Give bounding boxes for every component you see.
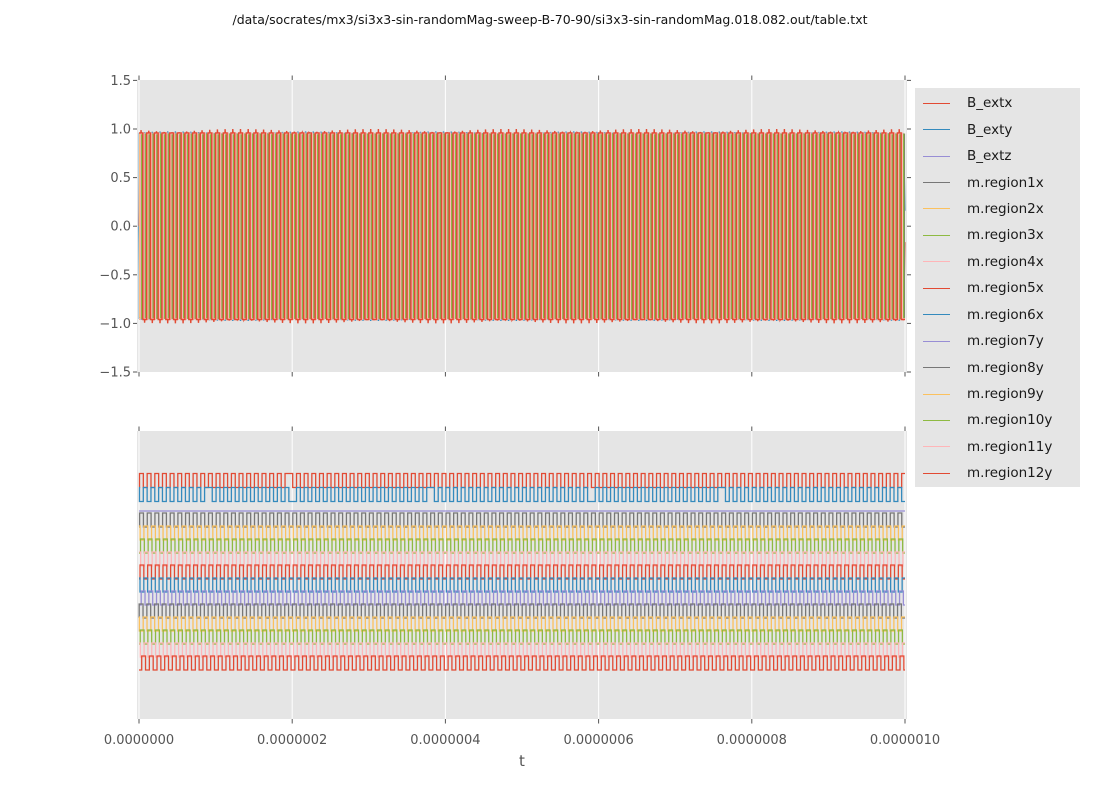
y-tick-label: 1.5 <box>110 74 131 89</box>
y-tick-label: −0.5 <box>99 268 131 283</box>
legend-entry-m.region3x: m.region3x <box>915 222 1080 248</box>
series-m.region9y-bottom <box>138 616 905 632</box>
bottom-axes <box>137 431 907 719</box>
legend-line-sample <box>923 129 950 131</box>
legend-entry-m.region1x: m.region1x <box>915 169 1080 195</box>
series-B_exty-bottom <box>138 486 905 503</box>
legend-label: B_extx <box>967 95 1013 112</box>
x-axis-label: t <box>519 752 525 770</box>
legend-label: B_exty <box>967 121 1013 138</box>
legend-label: m.region1x <box>967 174 1044 191</box>
legend-line-sample <box>923 446 950 448</box>
legend-entry-m.region7y: m.region7y <box>915 328 1080 354</box>
x-tick-label: 0.0000010 <box>870 733 940 748</box>
legend-label: m.region9y <box>967 386 1044 403</box>
y-tick-label: −1.5 <box>99 366 131 381</box>
legend-entry-m.region4x: m.region4x <box>915 249 1080 275</box>
legend-label: m.region12y <box>967 465 1053 482</box>
legend-label: m.region11y <box>967 438 1053 455</box>
x-tick-label: 0.0000008 <box>717 733 787 748</box>
legend-line-sample <box>923 367 950 369</box>
legend-entry-m.region8y: m.region8y <box>915 354 1080 380</box>
legend-entry-B_extx: B_extx <box>915 90 1080 116</box>
legend-entry-m.region2x: m.region2x <box>915 196 1080 222</box>
legend-label: m.region2x <box>967 200 1044 217</box>
series-m.region5x-bottom <box>139 564 905 580</box>
legend-label: m.region5x <box>967 280 1044 297</box>
series-m.region11y-bottom <box>139 642 905 658</box>
series-m.region8y-bottom <box>138 603 905 619</box>
legend-label: m.region4x <box>967 253 1044 270</box>
legend-line-sample <box>923 340 950 342</box>
legend-line-sample <box>923 234 950 236</box>
legend-entry-m.region10y: m.region10y <box>915 407 1080 433</box>
legend-label: B_extz <box>967 148 1012 165</box>
series-B_extx-bottom <box>138 472 905 489</box>
y-tick-label: 0.0 <box>110 220 131 235</box>
x-tick-label: 0.0000006 <box>563 733 633 748</box>
legend-line-sample <box>923 155 950 157</box>
legend-entry-B_extz: B_extz <box>915 143 1080 169</box>
legend: B_extx B_exty B_extz m.region1x m.region2x m.… <box>915 88 1080 487</box>
legend-line-sample <box>923 287 950 289</box>
legend-entry-m.region11y: m.region11y <box>915 434 1080 460</box>
legend-line-sample <box>923 419 950 421</box>
legend-label: m.region10y <box>967 412 1053 429</box>
y-tick-label: 1.0 <box>110 123 131 138</box>
legend-line-sample <box>923 182 950 184</box>
series-m.region12y-bottom <box>139 655 905 671</box>
x-tick-label: 0.0000002 <box>257 733 327 748</box>
legend-line-sample <box>923 314 950 316</box>
legend-line-sample <box>923 208 950 210</box>
legend-entry-m.region5x: m.region5x <box>915 275 1080 301</box>
legend-entry-m.region6x: m.region6x <box>915 302 1080 328</box>
top-axes <box>137 80 907 372</box>
legend-label: m.region6x <box>967 306 1044 323</box>
legend-entry-m.region12y: m.region12y <box>915 460 1080 486</box>
legend-line-sample <box>923 472 950 474</box>
legend-label: m.region8y <box>967 359 1044 376</box>
series-m.region10y-bottom <box>139 629 905 645</box>
legend-entry-m.region9y: m.region9y <box>915 381 1080 407</box>
legend-line-sample <box>923 393 950 395</box>
series-m.region1x-bottom <box>138 512 905 528</box>
figure-title: /data/socrates/mx3/si3x3-sin-randomMag-s… <box>232 12 868 27</box>
y-tick-label: 0.5 <box>110 171 131 186</box>
y-tick-label: −1.0 <box>99 317 131 332</box>
series-m.region12y-top <box>139 132 905 321</box>
x-tick-label: 0.0000000 <box>104 733 174 748</box>
legend-label: m.region7y <box>967 333 1044 350</box>
legend-entry-B_exty: B_exty <box>915 116 1080 142</box>
legend-line-sample <box>923 261 950 263</box>
legend-line-sample <box>923 102 950 104</box>
series-m.region3x-bottom <box>139 538 905 554</box>
legend-label: m.region3x <box>967 227 1044 244</box>
x-tick-label: 0.0000004 <box>410 733 480 748</box>
